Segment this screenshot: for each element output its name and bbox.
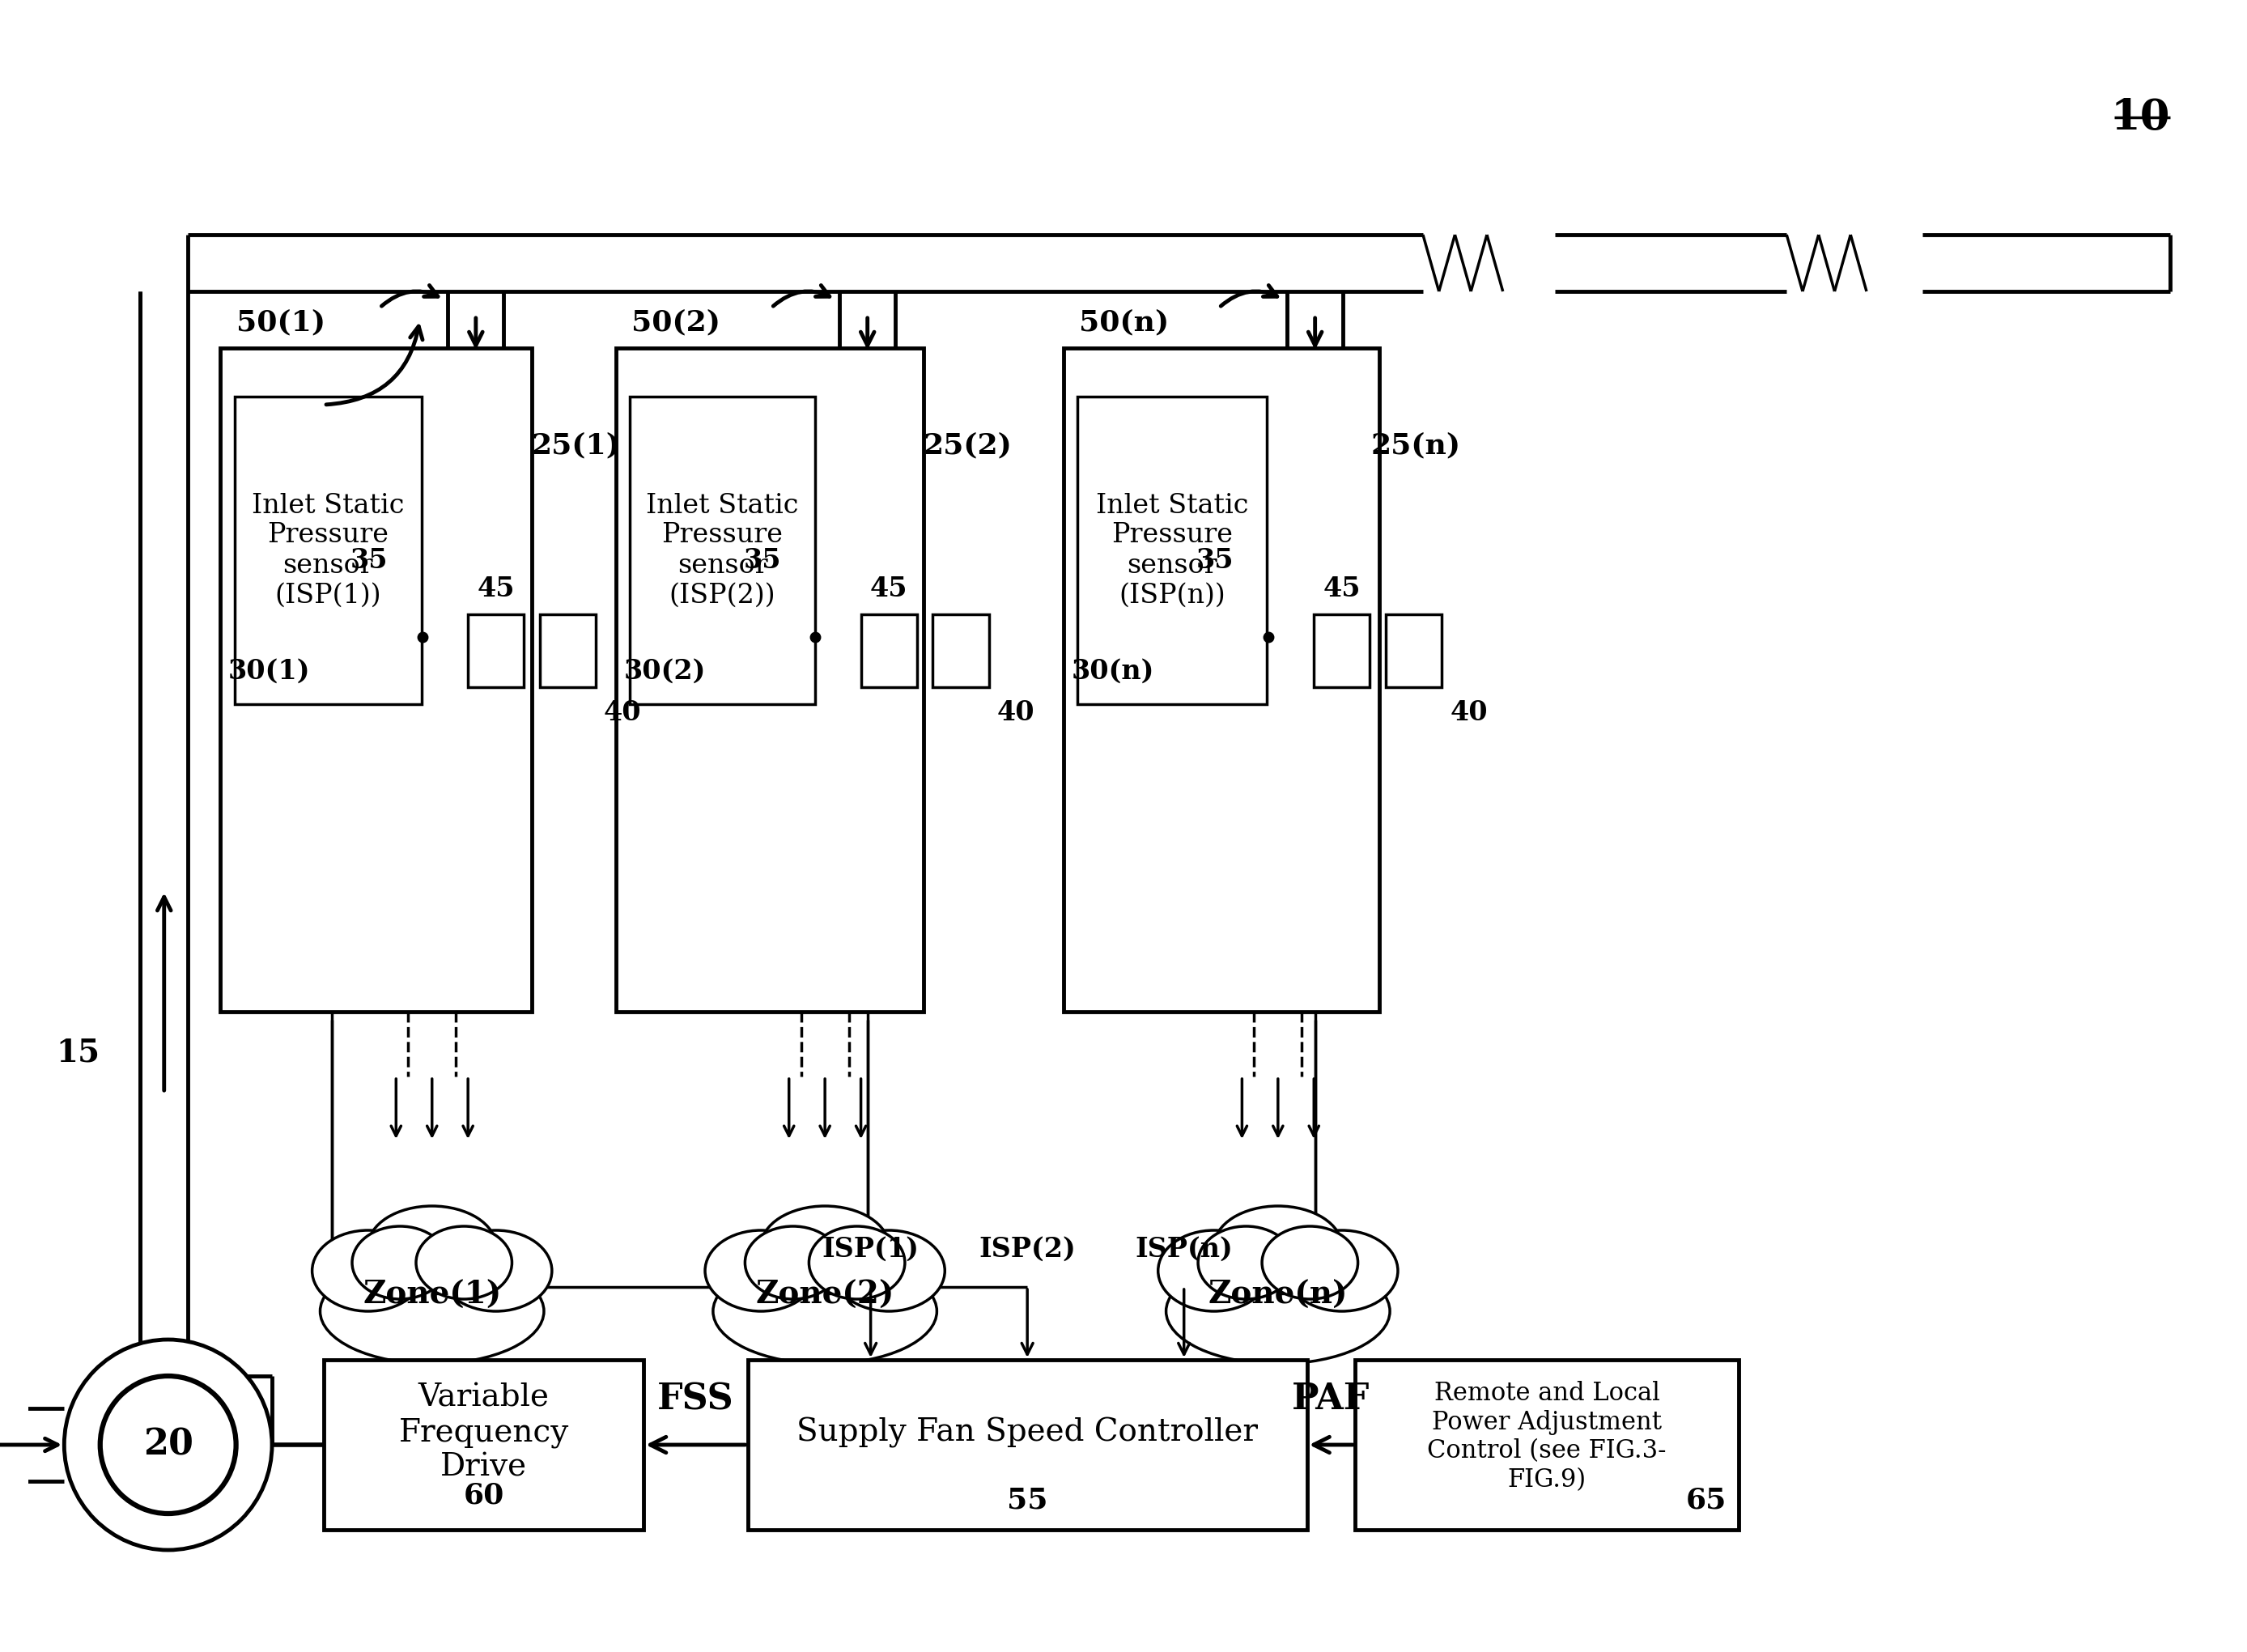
Text: 25(2): 25(2) — [924, 431, 1013, 459]
Ellipse shape — [1285, 1231, 1398, 1312]
Text: Variable
Frequency
Drive: Variable Frequency Drive — [398, 1383, 568, 1482]
Bar — [324, 1360, 643, 1530]
Text: 55: 55 — [1007, 1487, 1047, 1513]
Ellipse shape — [1157, 1231, 1270, 1312]
Text: Supply Fan Speed Controller: Supply Fan Speed Controller — [798, 1417, 1258, 1449]
Text: 35: 35 — [351, 547, 389, 573]
Text: 30(1): 30(1) — [227, 657, 310, 684]
Bar — [1355, 1360, 1739, 1530]
Text: 45: 45 — [1323, 575, 1362, 603]
Ellipse shape — [762, 1206, 890, 1287]
Text: 20: 20 — [144, 1427, 193, 1462]
Text: Zone(2): Zone(2) — [755, 1280, 894, 1310]
Bar — [220, 349, 533, 1011]
Text: 30(n): 30(n) — [1072, 657, 1155, 684]
Bar — [1079, 396, 1267, 704]
Text: 40: 40 — [604, 699, 643, 725]
Text: 30(2): 30(2) — [625, 657, 706, 684]
Ellipse shape — [1263, 1226, 1357, 1298]
Bar — [616, 349, 924, 1011]
Text: Inlet Static
Pressure
sensor
(ISP(2)): Inlet Static Pressure sensor (ISP(2)) — [647, 492, 798, 608]
Ellipse shape — [440, 1231, 553, 1312]
Bar — [933, 615, 989, 687]
Text: Inlet Static
Pressure
sensor
(ISP(n)): Inlet Static Pressure sensor (ISP(n)) — [1097, 492, 1249, 608]
Bar — [748, 1360, 1308, 1530]
Text: FSS: FSS — [658, 1381, 735, 1416]
Text: PAF: PAF — [1292, 1381, 1371, 1416]
Text: 45: 45 — [870, 575, 908, 603]
Text: Zone(1): Zone(1) — [362, 1280, 501, 1310]
Text: Remote and Local
Power Adjustment
Control (see FIG.3-
FIG.9): Remote and Local Power Adjustment Contro… — [1427, 1381, 1667, 1493]
Ellipse shape — [416, 1226, 512, 1298]
Text: ISP(1): ISP(1) — [822, 1236, 919, 1262]
Circle shape — [65, 1340, 272, 1550]
Ellipse shape — [834, 1231, 944, 1312]
Text: 65: 65 — [1685, 1487, 1726, 1513]
Text: 25(1): 25(1) — [533, 431, 620, 459]
Ellipse shape — [319, 1259, 544, 1365]
Bar — [861, 615, 917, 687]
Bar — [1063, 349, 1380, 1011]
Bar — [1386, 615, 1443, 687]
Text: 60: 60 — [463, 1482, 503, 1510]
Ellipse shape — [1213, 1206, 1341, 1287]
Ellipse shape — [353, 1226, 447, 1298]
Text: 25(n): 25(n) — [1371, 431, 1461, 459]
Text: 45: 45 — [476, 575, 515, 603]
Ellipse shape — [746, 1226, 840, 1298]
Ellipse shape — [706, 1231, 818, 1312]
Bar — [539, 615, 595, 687]
Text: ISP(2): ISP(2) — [980, 1236, 1076, 1262]
Circle shape — [101, 1376, 236, 1513]
Ellipse shape — [1198, 1226, 1294, 1298]
Bar — [629, 396, 816, 704]
Text: ISP(n): ISP(n) — [1135, 1236, 1234, 1262]
Text: 40: 40 — [1449, 699, 1488, 725]
Text: 15: 15 — [56, 1037, 101, 1067]
Ellipse shape — [312, 1231, 425, 1312]
Text: 50(2): 50(2) — [631, 309, 721, 335]
Ellipse shape — [1166, 1259, 1391, 1365]
Ellipse shape — [369, 1206, 497, 1287]
Bar — [467, 615, 524, 687]
Text: Zone(n): Zone(n) — [1209, 1280, 1348, 1310]
Ellipse shape — [809, 1226, 906, 1298]
Bar — [1314, 615, 1371, 687]
Text: 35: 35 — [744, 547, 782, 573]
Text: 40: 40 — [998, 699, 1034, 725]
Text: 35: 35 — [1195, 547, 1234, 573]
Text: 50(n): 50(n) — [1079, 309, 1168, 335]
Ellipse shape — [712, 1259, 937, 1365]
Bar — [234, 396, 422, 704]
Text: Inlet Static
Pressure
sensor
(ISP(1)): Inlet Static Pressure sensor (ISP(1)) — [252, 492, 404, 608]
Text: 10: 10 — [2110, 97, 2171, 139]
Text: 50(1): 50(1) — [236, 309, 326, 335]
